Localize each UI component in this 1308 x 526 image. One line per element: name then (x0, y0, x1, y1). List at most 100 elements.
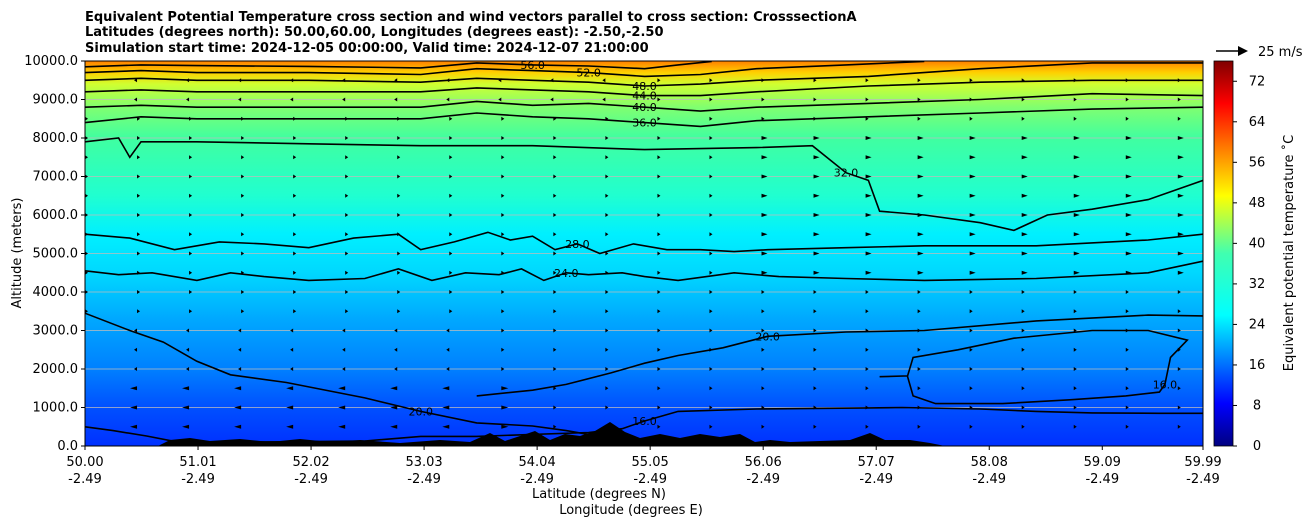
wind-vector (1073, 174, 1080, 179)
wind-vector (137, 136, 141, 140)
contour-label: 28.0 (565, 238, 590, 251)
wind-vector (813, 290, 817, 294)
title-line-2: Latitudes (degrees north): 50.00,60.00, … (85, 25, 664, 40)
wind-vector (1125, 174, 1132, 179)
wind-vector (813, 193, 820, 198)
wind-vector (394, 367, 398, 371)
wind-vector (1125, 424, 1129, 429)
wind-vector (134, 97, 138, 102)
x-tick-label-lat: 51.01 (179, 455, 216, 470)
wind-vector (498, 78, 502, 83)
colorbar-tick-label: 8 (1253, 398, 1261, 413)
wind-vector (1177, 367, 1181, 371)
x-tick-label-lat: 57.07 (858, 455, 895, 470)
wind-vector (1021, 213, 1028, 217)
wind-vector (917, 290, 921, 294)
wind-vector (137, 251, 141, 256)
wind-vector (1177, 328, 1181, 333)
wind-vector (709, 136, 713, 140)
wind-vector (85, 116, 88, 121)
wind-vector (342, 78, 346, 83)
wind-vector (1177, 405, 1181, 410)
wind-vector (501, 232, 505, 237)
wind-vector (390, 386, 398, 391)
wind-vector (446, 328, 450, 333)
x-tick-label-lat: 54.04 (519, 455, 556, 470)
contour-line (476, 314, 1203, 397)
wind-vector (969, 328, 973, 333)
wind-vector (238, 367, 242, 371)
wind-vector (442, 405, 450, 410)
wind-vector (761, 78, 765, 83)
colorbar: 0 8 16 24 32 40 48 56 64 72 Equivalent potential … (1213, 60, 1297, 454)
wind-vector (501, 270, 505, 275)
wind-vector (293, 136, 297, 140)
wind-vector (761, 309, 765, 314)
wind-vector (137, 193, 141, 198)
contour-label: 24.0 (554, 267, 579, 280)
wind-vector (449, 270, 453, 275)
wind-vector (137, 155, 141, 160)
x-tick-label-lat: 58.08 (971, 455, 1008, 470)
wind-vector (709, 213, 713, 217)
wind-vector (969, 251, 976, 256)
wind-vector (709, 270, 713, 275)
wind-vector (709, 424, 713, 429)
wind-vector (449, 251, 453, 256)
wind-vector (189, 251, 193, 256)
y-tick-label: 1000.0 (33, 401, 79, 416)
contour-label: 20.0 (755, 330, 780, 343)
wind-vector (969, 367, 973, 371)
wind-vector (293, 155, 297, 160)
x-tick-label-lat: 50.00 (66, 455, 103, 470)
wind-vector (501, 116, 505, 121)
wind-vector (602, 97, 606, 102)
wind-vector (241, 270, 245, 275)
title-line-3: Simulation start time: 2024-12-05 00:00:… (85, 41, 649, 56)
y-tick-label: 2000.0 (33, 362, 79, 377)
wind-vector (1073, 328, 1077, 333)
wind-vector (761, 405, 765, 410)
wind-vector (553, 424, 557, 429)
wind-vector (553, 136, 557, 140)
x-tick-label-lon: -2.49 (972, 472, 1006, 487)
wind-vector (1177, 386, 1181, 391)
wind-vector (241, 136, 245, 140)
contour-label: 56.0 (520, 59, 545, 72)
wind-vector (865, 405, 869, 410)
title-block: Equivalent Potential Temperature cross s… (85, 10, 857, 56)
wind-vector (761, 213, 768, 217)
wind-vector (865, 424, 869, 429)
wind-vector (1073, 367, 1077, 371)
wind-vector (657, 367, 661, 371)
contour-label: 52.0 (576, 67, 601, 80)
wind-vector (657, 174, 661, 179)
wind-vector (134, 347, 138, 352)
wind-vector (1073, 309, 1077, 314)
wind-vector (449, 213, 453, 217)
wind-vector (761, 174, 768, 179)
wind-vector (449, 116, 453, 121)
wind-vector (342, 328, 346, 333)
wind-vector (501, 424, 509, 429)
y-tick-label: 8000.0 (33, 131, 79, 146)
wind-vector (917, 424, 921, 429)
wind-vector (446, 78, 450, 83)
wind-vector (1125, 213, 1132, 217)
wind-vector (1177, 174, 1184, 179)
wind-vector (449, 232, 453, 237)
contour-line (85, 260, 1203, 282)
x-tick-label-lon: -2.49 (859, 472, 893, 487)
wind-vector (550, 97, 554, 102)
wind-vector (449, 174, 453, 179)
wind-vector (293, 309, 297, 314)
wind-vector (134, 328, 138, 333)
wind-vector (189, 290, 193, 294)
wind-vector (1073, 213, 1080, 217)
wind-vector (501, 251, 505, 256)
wind-vector (293, 270, 297, 275)
wind-vector (501, 193, 505, 198)
wind-vector (130, 424, 138, 429)
y-tick-label: 10000.0 (24, 54, 78, 69)
wind-vector (397, 290, 401, 294)
